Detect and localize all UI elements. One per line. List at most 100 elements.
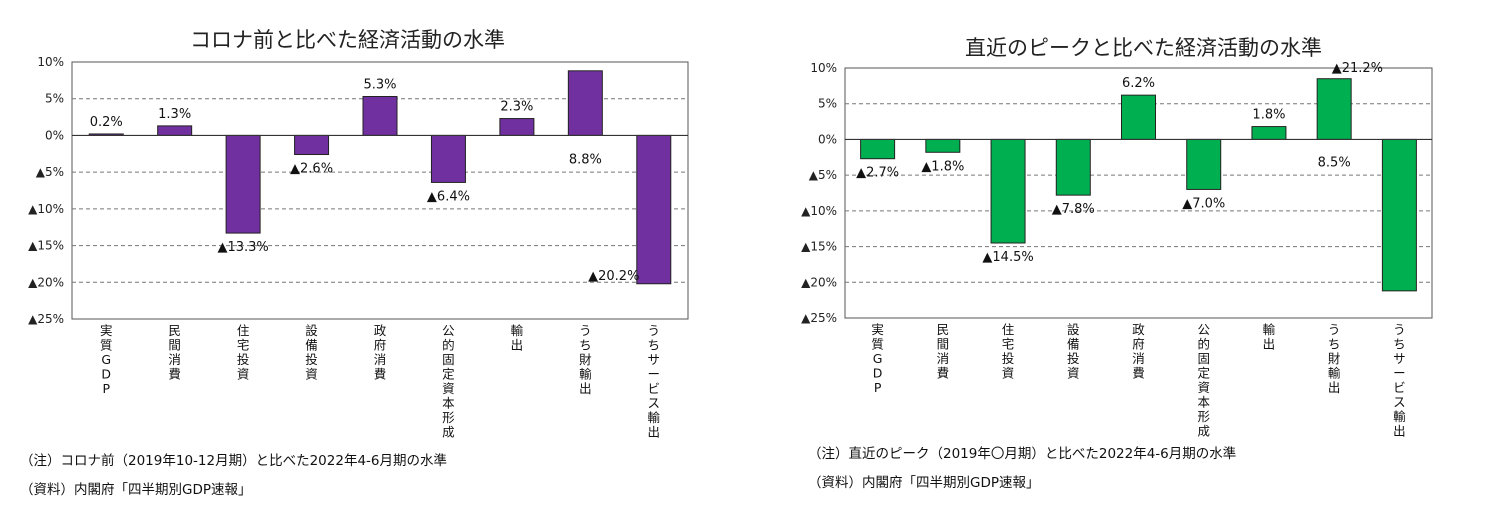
y-tick-label: ▲25% [801,311,837,325]
data-label: ▲13.3% [217,240,268,255]
x-tick-char: 出 [1393,424,1406,439]
bar [294,134,330,156]
y-tick-label: 0% [45,128,64,142]
x-tick-char: 実 [871,322,884,337]
x-tick-char: 固 [442,352,455,367]
x-tick-char: 府 [1132,337,1145,352]
x-tick-char: 財 [1328,351,1341,366]
data-label: ▲2.7% [856,166,899,181]
x-tick-char: 成 [1197,424,1210,439]
x-tick-char: 出 [1263,337,1276,352]
x-tick-char: 定 [1197,366,1210,381]
x-tick-char: 民 [168,323,181,338]
x-tick-char: 資 [237,367,250,382]
bar [990,138,1026,244]
y-tick-label: ▲15% [28,239,64,253]
x-tick-char: 費 [168,367,181,382]
x-tick-char: ー [648,367,661,382]
x-tick-char: 実 [100,323,113,338]
data-label: ▲7.0% [1182,196,1225,211]
x-tick-char: 財 [579,352,592,367]
y-tick-label: ▲25% [28,312,64,326]
x-tick-char: ち [648,338,661,353]
x-tick-char: 固 [1197,351,1210,366]
bar [925,138,961,153]
x-tick-char: 資 [1002,366,1015,381]
bar [1055,138,1091,196]
chart-title: 直近のピークと比べた経済活動の水準 [965,36,1322,60]
x-tick-char: 質 [871,337,884,352]
chart-note: （注）直近のピーク（2019年〇月期）と比べた2022年4-6月期の水準 [808,446,1237,462]
data-label: ▲1.8% [921,159,964,174]
data-label: 6.2% [1122,76,1155,91]
x-tick-char: 出 [648,425,661,440]
bar [1381,138,1417,292]
x-tick-char: 投 [1067,351,1080,366]
x-tick-char: ス [1393,395,1406,410]
bar [636,134,672,285]
bar-chart: 10% 5% 0% ▲5% ▲10% ▲15% ▲20% ▲25% 0.2% 1.3% ▲13.3%… [28,55,689,440]
y-tick-label: 10% [810,61,837,75]
x-tick-label: 輸出 [511,323,524,353]
bar [1316,78,1352,140]
x-tick-char: 政 [374,323,387,338]
x-tick-char: 設 [305,323,318,338]
bar [225,134,261,234]
x-tick-char: 費 [937,366,950,381]
chart-source: （資料）内閣府「四半期別GDP速報」 [808,475,1040,491]
x-tick-char: 資 [442,381,455,396]
x-tick-char: 質 [100,338,113,353]
y-tick-label: 5% [45,92,64,106]
chart-source: （資料）内閣府「四半期別GDP速報」 [20,482,252,498]
y-tick-label: ▲15% [801,240,837,254]
bar [567,70,603,136]
data-label: ▲14.5% [982,250,1033,265]
x-tick-char: 本 [1197,395,1210,410]
x-tick-char: 資 [1067,366,1080,381]
chart-panel-right: 直近のピークと比べた経済活動の水準 10% 5% 0% ▲5% ▲10% ▲15% ▲20%… [760,0,1486,521]
x-tick-char: う [579,323,592,338]
x-tick-char: 輸 [648,410,661,425]
x-tick-char: 府 [374,338,387,353]
x-tick-char: 住 [237,323,250,338]
x-tick-char: 成 [442,425,455,440]
x-tick-char: ス [648,396,661,411]
y-tick-label: ▲10% [801,204,837,218]
data-label: ▲7.8% [1052,202,1095,217]
x-tick-char: 出 [579,381,592,396]
x-tick-char: 資 [1197,380,1210,395]
y-tick-label: 10% [37,55,64,69]
y-tick-label: ▲20% [801,275,837,289]
x-tick-char: D [101,367,111,382]
data-label: 2.3% [500,100,533,115]
x-tick-char: 的 [1197,337,1210,352]
chart-title: コロナ前と比べた経済活動の水準 [190,28,505,52]
x-tick-char: ち [1328,337,1341,352]
x-tick-char: G [873,351,883,366]
data-label: 5.3% [363,78,396,93]
data-label: 1.3% [158,107,191,122]
x-tick-char: 投 [1002,351,1015,366]
data-label: 8.5% [1318,156,1351,171]
plot-frame [71,61,689,320]
x-tick-char: 消 [937,351,950,366]
x-tick-char: 的 [442,338,455,353]
x-tick-char: 公 [442,323,455,338]
x-tick-char: う [648,323,661,338]
x-tick-char: 宅 [237,338,250,353]
x-tick-char: 消 [1132,351,1145,366]
x-tick-label: 輸出 [1263,322,1276,352]
x-tick-char: 輸 [1263,322,1276,337]
x-tick-char: う [1393,322,1406,337]
bar [860,138,896,160]
y-tick-label: ▲5% [36,165,64,179]
